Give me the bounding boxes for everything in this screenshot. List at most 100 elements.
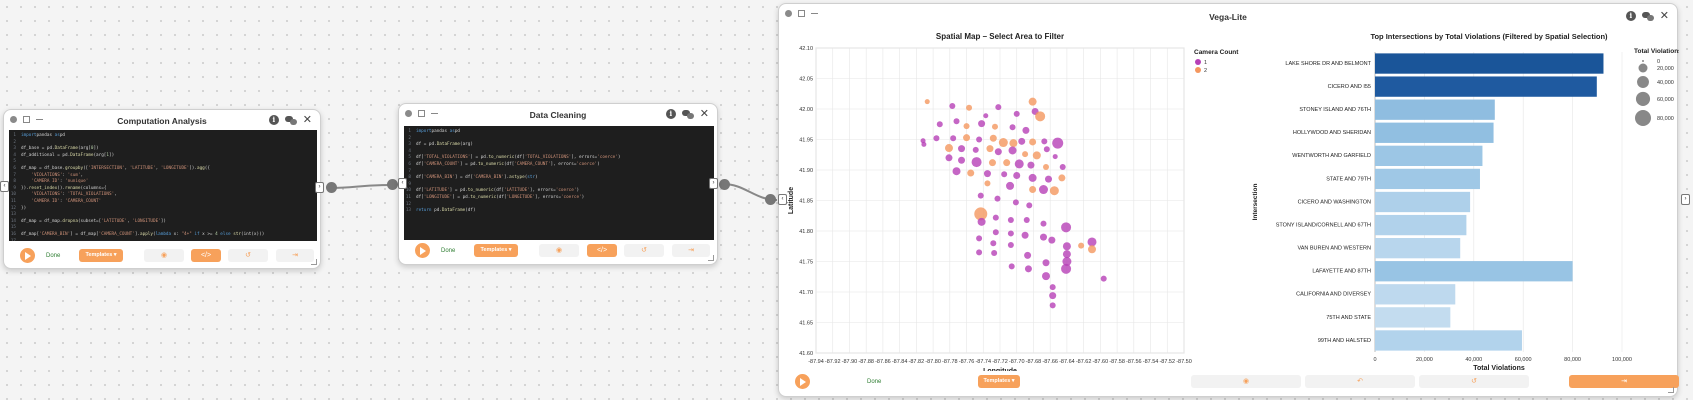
run-button[interactable] <box>20 248 35 263</box>
code-line[interactable]: 2 <box>404 136 714 143</box>
code-line[interactable]: 17 <box>9 239 317 242</box>
scatter-point <box>1052 154 1058 160</box>
output-icon[interactable]: ◉ <box>144 249 184 262</box>
vega-lite-node[interactable]: Vega-Lite i ✕ -87.94 -87.92 -87.90 -87.88 -8… <box>778 3 1679 397</box>
code-token: return <box>416 208 432 214</box>
code-line[interactable]: 1 import pandas as pd <box>9 133 317 140</box>
connection-dot[interactable] <box>387 179 398 190</box>
templates-button[interactable]: Templates ▾ <box>79 249 123 262</box>
reset-icon[interactable]: ↺ <box>624 244 664 257</box>
code-line[interactable]: 10 df['LATITUDE'] = pd. to_numeric (df['LAT… <box>404 188 714 195</box>
minimize-icon[interactable] <box>431 113 438 114</box>
code-line[interactable]: 7 <box>404 169 714 176</box>
node-header[interactable]: Vega-Lite i ✕ <box>779 4 1677 28</box>
info-icon[interactable]: i <box>665 109 676 119</box>
export-icon[interactable]: ⇥ <box>276 249 314 262</box>
code-line[interactable]: 10 'VIOLATIONS': 'TOTAL_VIOLATIONS', <box>9 192 317 199</box>
window-dot-icon[interactable] <box>785 10 792 17</box>
code-line[interactable]: 13 return pd. DataFrame (df) <box>404 208 714 215</box>
node-header[interactable]: Data Cleaning i ✕ <box>399 104 717 128</box>
input-port[interactable]: ‹ <box>778 194 787 205</box>
code-line[interactable]: 1 import pandas as pd <box>404 129 714 136</box>
code-line[interactable]: 8 'CAMERA ID': 'nunique' <box>9 179 317 186</box>
code-line[interactable]: 5 df['TOTAL_VIOLATIONS'] = pd. to_numeric(… <box>404 155 714 162</box>
reset-icon[interactable]: ↺ <box>228 249 268 262</box>
window-dot-icon[interactable] <box>10 116 17 123</box>
code-token: , <box>124 165 130 171</box>
expand-icon[interactable] <box>798 10 805 17</box>
minimize-icon[interactable] <box>36 119 43 120</box>
code-line[interactable]: 6 df['CAMERA_COUNT'] = pd. to_numeric (df['… <box>404 162 714 169</box>
code-view-icon[interactable]: </> <box>587 244 617 257</box>
info-icon[interactable]: i <box>268 115 279 125</box>
reset-icon[interactable]: ↺ <box>1419 375 1529 388</box>
code-editor[interactable]: 1 import pandas as pd 2 3 df_base = pd. DataFra… <box>9 130 317 241</box>
code-line[interactable]: 16 df_map['CAMERA_BIN'] = df_map['CAMERA_… <box>9 232 317 239</box>
data-cleaning-node[interactable]: Data Cleaning i ✕ 1 import pandas as pd 2 3 df… <box>398 103 718 265</box>
connection-dot[interactable] <box>719 179 730 190</box>
close-icon[interactable]: ✕ <box>1659 10 1669 22</box>
scatter-point <box>1007 217 1014 224</box>
code-token: if <box>191 231 203 237</box>
code-line[interactable]: 11 'CAMERA ID': 'CAMERA_COUNT' <box>9 199 317 206</box>
code-line[interactable]: 6 df_map = df_base. groupby(['INTERSECTION… <box>9 166 317 173</box>
scatter-point <box>1049 292 1057 300</box>
code-line[interactable]: 13 <box>9 212 317 219</box>
code-line[interactable]: 12 <box>404 202 714 209</box>
output-port[interactable]: › <box>1681 194 1690 205</box>
info-icon[interactable]: i <box>1625 11 1636 21</box>
connection-dot[interactable] <box>765 194 776 205</box>
code-line[interactable]: 7 'VIOLATIONS': 'sum', <box>9 173 317 180</box>
close-icon[interactable]: ✕ <box>302 114 312 126</box>
code-line[interactable]: 11 df['LONGITUDE'] = pd. to_numeric (df['LO… <box>404 195 714 202</box>
run-button[interactable] <box>795 374 810 389</box>
bar <box>1375 330 1522 351</box>
expand-icon[interactable] <box>418 110 425 117</box>
code-view-icon[interactable]: </> <box>191 249 221 262</box>
close-icon[interactable]: ✕ <box>699 108 709 120</box>
code-line[interactable]: 9}). reset_index (). rename (columns={ <box>9 186 317 193</box>
run-button[interactable] <box>415 243 430 258</box>
resize-handle[interactable] <box>708 255 714 261</box>
export-icon[interactable]: ⇥ <box>672 244 710 257</box>
vega-chart-canvas[interactable]: -87.94 -87.92 -87.90 -87.88 -87.86 -87.84 -87.… <box>779 26 1679 371</box>
expand-icon[interactable] <box>23 116 30 123</box>
code-line[interactable]: 3 df = pd. DataFrame (arg) <box>404 142 714 149</box>
output-port[interactable]: › <box>709 178 718 189</box>
input-port[interactable]: ‹ <box>398 178 407 189</box>
templates-button[interactable]: Templates ▾ <box>474 244 518 257</box>
node-header[interactable]: Computation Analysis i ✕ <box>4 110 320 134</box>
resize-handle[interactable] <box>311 259 317 265</box>
code-line[interactable]: 8 df['CAMERA_BIN'] = df['CAMERA_BIN']. ast… <box>404 175 714 182</box>
output-icon[interactable]: ◉ <box>539 244 579 257</box>
templates-button[interactable]: Templates ▾ <box>978 375 1020 388</box>
chat-icon[interactable] <box>681 109 694 119</box>
code-line[interactable]: 2 <box>9 140 317 147</box>
computation-analysis-node[interactable]: Computation Analysis i ✕ 1 import pandas a… <box>3 109 321 269</box>
code-view-icon[interactable]: ↶ <box>1305 375 1415 388</box>
resize-handle[interactable] <box>1668 387 1674 393</box>
code-line[interactable]: 12}) <box>9 206 317 213</box>
code-line[interactable]: 3 df_base = pd. DataFrame (arg[0]) <box>9 146 317 153</box>
minimize-icon[interactable] <box>811 13 818 14</box>
code-editor[interactable]: 1 import pandas as pd 2 3 df = pd. DataFrame (ar… <box>404 126 714 240</box>
output-port[interactable]: › <box>315 182 324 193</box>
code-line[interactable]: 4 df_additional = pd. DataFrame (arg[1]) <box>9 153 317 160</box>
code-line[interactable]: 14 df_map = df_map. dropna (subset=['LATITU… <box>9 219 317 226</box>
output-icon[interactable]: ◉ <box>1191 375 1301 388</box>
scatter-point <box>1058 174 1066 182</box>
code-line[interactable]: 5 <box>9 159 317 166</box>
scatter-point <box>1008 146 1017 155</box>
code-token: ) <box>581 194 585 200</box>
code-line[interactable]: 4 <box>404 149 714 156</box>
input-port[interactable]: ‹ <box>0 181 9 192</box>
chat-icon[interactable] <box>284 115 297 125</box>
code-line[interactable]: 15 <box>9 225 317 232</box>
node-title: Vega-Lite <box>1209 12 1247 22</box>
code-line[interactable]: 9 <box>404 182 714 189</box>
connection-dot[interactable] <box>326 182 337 193</box>
chat-icon[interactable] <box>1641 11 1654 21</box>
line-number: 11 <box>405 194 411 200</box>
export-icon[interactable]: ⇥ <box>1569 375 1679 388</box>
window-dot-icon[interactable] <box>405 110 412 117</box>
